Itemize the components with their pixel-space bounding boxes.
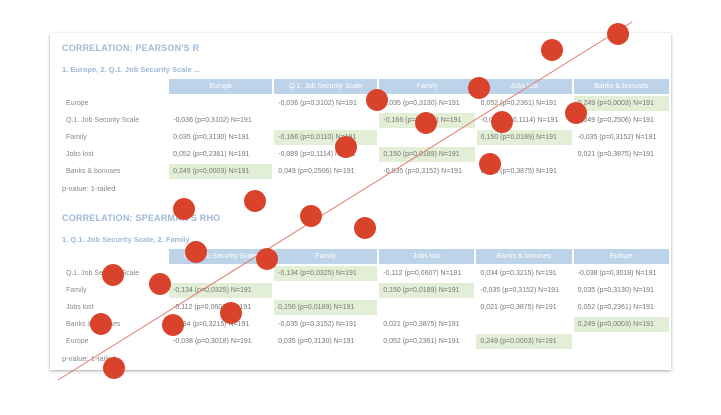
spearman-note: p-value: 1-tailed	[62, 354, 116, 363]
column-header: Family	[274, 249, 378, 264]
corner-cell	[62, 79, 167, 94]
row-label: Q.1. Job Security Scale	[66, 270, 140, 277]
table-row: Banks & bonuses 0,034 (p=0,3215) N=191 -0,…	[62, 317, 669, 332]
row-label: Jobs lost	[66, 151, 94, 158]
table-row: Europe -0,038 (p=0,3018) N=191 0,035 (p=0,…	[62, 334, 669, 349]
pearson-note: p-value: 1-tailed	[62, 184, 116, 193]
table-row: Family -0,134 (p=0,0325) N=191 0,150 (p=0,…	[62, 283, 669, 298]
row-label: Europe	[66, 100, 89, 107]
correlation-cell	[169, 266, 272, 281]
correlation-cell	[274, 283, 377, 298]
correlation-cell: 0,049 (p=0,2506) N=191	[577, 117, 654, 124]
correlation-cell: 0,249 (p=0,0003) N=191	[169, 164, 273, 179]
table-row: Q.1. Job Security Scale -0,036 (p=0,3102)…	[62, 113, 669, 128]
correlation-cell: -0,166 (p=0,0110) N=191	[379, 113, 475, 128]
table-row: Q.1. Job Security Scale -0,134 (p=0,0325)…	[62, 266, 669, 281]
column-header: Q.1. Job Security Scale	[274, 79, 378, 94]
column-header: Q.1. Job Security Scale	[169, 249, 273, 264]
spearman-subtitle: 1. Q.1. Job Security Scale, 2. Family ..…	[62, 235, 198, 244]
column-header: Europe	[169, 79, 273, 94]
corner-cell	[62, 249, 167, 264]
table-row: Banks & bonuses 0,249 (p=0,0003) N=191 0,0…	[62, 164, 669, 179]
column-header: Jobs lost	[476, 79, 572, 94]
correlation-cell: 0,249 (p=0,0003) N=191	[476, 334, 572, 349]
correlation-cell: -0,035 (p=0,3152) N=191	[383, 168, 462, 175]
correlation-cell: 0,150 (p=0,0189) N=191	[274, 300, 378, 315]
correlation-cell	[476, 317, 571, 332]
column-header: Family	[379, 79, 475, 94]
row-label: Family	[66, 134, 87, 141]
correlation-cell: -0,166 (p=0,0110) N=191	[274, 130, 378, 145]
correlation-cell	[477, 147, 572, 162]
correlation-cell: -0,036 (p=0,3102) N=191	[173, 117, 252, 124]
correlation-cell: -0,035 (p=0,3152) N=191	[480, 287, 559, 294]
correlation-cell: 0,021 (p=0,3875) N=191	[577, 151, 654, 158]
correlation-cell: 0,150 (p=0,0189) N=191	[476, 130, 572, 145]
correlation-cell: 0,249 (p=0,0003) N=191	[573, 317, 669, 332]
column-header: Banks & bonuses	[476, 249, 572, 264]
correlation-cell	[574, 334, 669, 349]
correlation-cell: 0,052 (p=0,2361) N=191	[383, 338, 460, 345]
correlation-cell: -0,134 (p=0,0325) N=191	[274, 266, 378, 281]
row-label: Banks & bonuses	[66, 321, 121, 328]
correlation-cell	[379, 300, 474, 315]
correlation-cell: 0,052 (p=0,2361) N=191	[173, 151, 250, 158]
column-header: Europe	[573, 249, 669, 264]
correlation-cell: 0,021 (p=0,3875) N=191	[383, 321, 460, 328]
correlation-cell: -0,035 (p=0,3152) N=191	[577, 134, 657, 141]
column-header: Jobs lost	[379, 249, 475, 264]
correlation-cell: -0,038 (p=0,3018) N=191	[173, 338, 252, 345]
correlation-cell: 0,035 (p=0,3130) N=191	[173, 134, 250, 141]
pearson-subtitle: 1. Europe, 2. Q.1. Job Security Scale ..…	[62, 65, 200, 74]
correlation-cell: 0,035 (p=0,3130) N=191	[383, 100, 460, 107]
pearson-title: CORRELATION: PEARSON'S R	[62, 43, 200, 53]
correlation-cell: 0,021 (p=0,3875) N=191	[480, 304, 557, 311]
correlation-cell: -0,038 (p=0,3018) N=191	[577, 270, 657, 277]
table-row: Family 0,035 (p=0,3130) N=191 -0,166 (p=0,…	[62, 130, 669, 145]
correlation-cell	[574, 164, 669, 179]
correlation-cell: 0,021 (p=0,3875) N=191	[480, 168, 557, 175]
row-label: Q.1. Job Security Scale	[66, 117, 140, 124]
header-row: Europe Q.1. Job Security Scale Family Jobs …	[62, 79, 669, 94]
spearman-title: CORRELATION: SPEARMAN'S RHO	[62, 213, 221, 223]
correlation-cell: 0,249 (p=0,0003) N=191	[573, 96, 669, 111]
correlation-cell: 0,035 (p=0,3130) N=191	[278, 338, 355, 345]
correlation-cell: 0,049 (p=0,2506) N=191	[278, 168, 355, 175]
report-page: CORRELATION: PEARSON'S R 1. Europe, 2. Q…	[50, 33, 671, 370]
correlation-cell: -0,112 (p=0,0607) N=191	[173, 304, 252, 311]
correlation-cell: 0,034 (p=0,3215) N=191	[480, 270, 557, 277]
row-label: Family	[66, 287, 87, 294]
correlation-cell: -0,036 (p=0,3102) N=191	[278, 100, 357, 107]
correlation-cell: 0,035 (p=0,3130) N=191	[577, 287, 654, 294]
column-header: Banks & bonuses	[573, 79, 669, 94]
correlation-cell	[274, 113, 377, 128]
spearman-matrix: Q.1. Job Security Scale Family Jobs lost Ba…	[60, 247, 671, 351]
table-row: Jobs lost -0,112 (p=0,0607) N=191 0,150 (p…	[62, 300, 669, 315]
row-label: Banks & bonuses	[66, 168, 121, 175]
row-label: Europe	[66, 338, 89, 345]
correlation-cell: -0,134 (p=0,0325) N=191	[169, 283, 273, 298]
pearson-matrix: Europe Q.1. Job Security Scale Family Jobs …	[60, 77, 671, 181]
correlation-cell: 0,150 (p=0,0189) N=191	[379, 147, 475, 162]
correlation-cell: -0,089 (p=0,1114) N=191	[480, 117, 559, 124]
row-label: Jobs lost	[66, 304, 94, 311]
correlation-cell: 0,034 (p=0,3215) N=191	[173, 321, 250, 328]
correlation-cell: -0,089 (p=0,1114) N=191	[278, 151, 356, 158]
correlation-cell: 0,052 (p=0,2361) N=191	[480, 100, 557, 107]
correlation-cell: 0,150 (p=0,0189) N=191	[379, 283, 475, 298]
correlation-cell: 0,052 (p=0,2361) N=191	[577, 304, 654, 311]
correlation-cell: -0,035 (p=0,3152) N=191	[278, 321, 357, 328]
table-row: Jobs lost 0,052 (p=0,2361) N=191 -0,089 (p…	[62, 147, 669, 162]
correlation-cell: -0,112 (p=0,0607) N=191	[383, 270, 462, 277]
header-row: Q.1. Job Security Scale Family Jobs lost Ba…	[62, 249, 669, 264]
correlation-cell	[169, 96, 272, 111]
table-row: Europe -0,036 (p=0,3102) N=191 0,035 (p=0,…	[62, 96, 669, 111]
correlation-cell	[379, 130, 474, 145]
